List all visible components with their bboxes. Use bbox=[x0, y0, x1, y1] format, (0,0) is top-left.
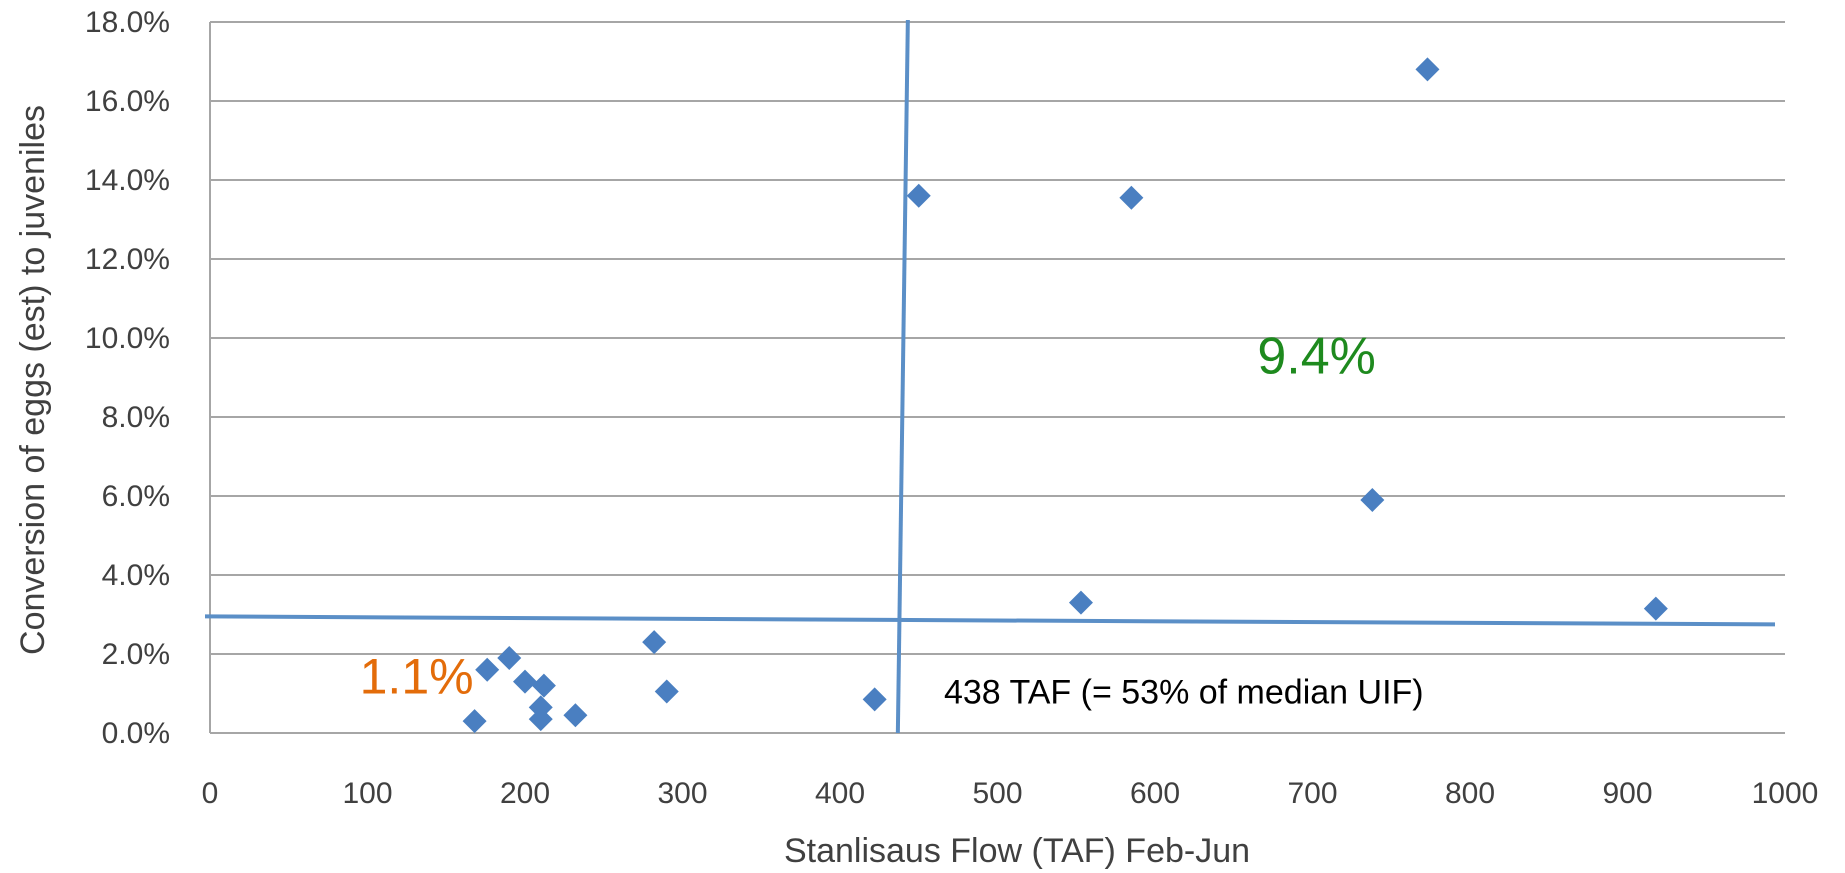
data-point bbox=[1119, 185, 1144, 210]
data-point bbox=[528, 707, 553, 732]
y-tick-label: 16.0% bbox=[85, 85, 170, 118]
data-point bbox=[475, 657, 500, 682]
x-tick-label: 400 bbox=[815, 777, 865, 810]
data-point bbox=[563, 703, 588, 728]
gridlines bbox=[209, 21, 1785, 734]
y-tick-label: 0.0% bbox=[102, 717, 170, 750]
x-tick-label: 300 bbox=[657, 777, 707, 810]
x-axis-title: Stanlisaus Flow (TAF) Feb-Jun bbox=[784, 832, 1250, 870]
data-point bbox=[1360, 487, 1385, 512]
x-tick-label: 200 bbox=[500, 777, 550, 810]
y-tick-label: 6.0% bbox=[102, 480, 170, 513]
data-point bbox=[1415, 57, 1440, 82]
annotation-label: 1.1% bbox=[360, 649, 474, 705]
data-point bbox=[654, 679, 679, 704]
y-tick-label: 4.0% bbox=[102, 559, 170, 592]
reference-line-vertical bbox=[895, 19, 910, 734]
data-point bbox=[1643, 596, 1668, 621]
data-point bbox=[862, 687, 887, 712]
data-point bbox=[1068, 590, 1093, 615]
reference-line-horizontal bbox=[204, 614, 1776, 627]
y-tick-label: 18.0% bbox=[85, 6, 170, 39]
x-tick-label: 700 bbox=[1287, 777, 1337, 810]
x-tick-labels: 0 100 200 300 400 500 600 700 800 900 1000 bbox=[202, 777, 1819, 810]
annotation-label: 9.4% bbox=[1257, 328, 1376, 386]
y-tick-labels: 0.0% 2.0% 4.0% 6.0% 8.0% 10.0% 12.0% 14.0% 16.0%… bbox=[85, 6, 170, 750]
annotations: 1.1% 9.4% 438 TAF (= 53% of median UIF) bbox=[360, 328, 1424, 712]
data-point bbox=[906, 183, 931, 208]
x-tick-label: 500 bbox=[972, 777, 1022, 810]
x-tick-label: 1000 bbox=[1752, 777, 1819, 810]
y-tick-label: 8.0% bbox=[102, 401, 170, 434]
y-axis-title: Conversion of eggs (est) to juveniles bbox=[14, 105, 52, 655]
annotation-label: 438 TAF (= 53% of median UIF) bbox=[944, 673, 1424, 711]
y-tick-label: 2.0% bbox=[102, 638, 170, 671]
data-points bbox=[462, 57, 1668, 734]
y-tick-label: 14.0% bbox=[85, 164, 170, 197]
data-point bbox=[462, 709, 487, 734]
data-point bbox=[642, 630, 667, 655]
y-tick-label: 10.0% bbox=[85, 322, 170, 355]
reference-lines bbox=[204, 19, 1776, 734]
x-tick-label: 100 bbox=[342, 777, 392, 810]
x-tick-label: 600 bbox=[1130, 777, 1180, 810]
x-tick-label: 0 bbox=[202, 777, 219, 810]
data-point bbox=[513, 669, 537, 694]
x-tick-label: 800 bbox=[1445, 777, 1495, 810]
data-point bbox=[497, 645, 522, 670]
data-point bbox=[531, 673, 556, 698]
x-tick-label: 900 bbox=[1602, 777, 1652, 810]
y-tick-label: 12.0% bbox=[85, 243, 170, 276]
